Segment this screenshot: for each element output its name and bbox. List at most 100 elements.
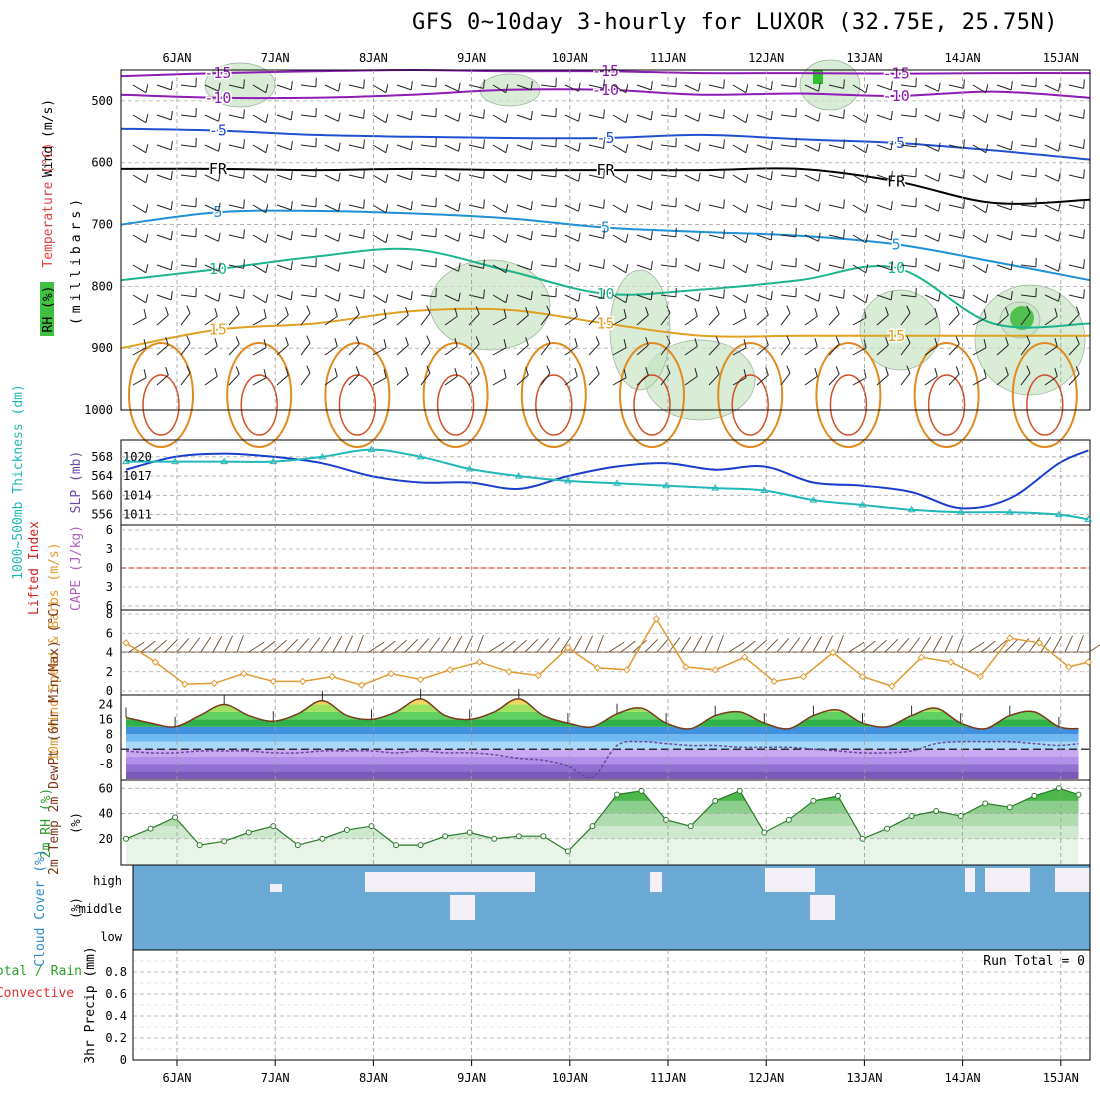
wind-barb — [540, 144, 556, 148]
wind-barb — [348, 174, 364, 179]
wind-barb-flag — [410, 290, 413, 300]
wind-barb — [636, 114, 652, 121]
surface-wind-barb — [248, 641, 265, 653]
rh-tick-label: 60 — [99, 781, 113, 795]
wind-barb — [204, 315, 218, 326]
precip-tick-label: 0.4 — [105, 1009, 127, 1023]
wind-barb-flag — [385, 234, 389, 243]
wind-barb — [1068, 343, 1080, 356]
surface-wind-barb — [1028, 637, 1041, 653]
wind-barb — [180, 114, 196, 118]
wind-barb — [684, 144, 699, 152]
wind-barb-flag — [865, 204, 869, 213]
wind-barb — [684, 294, 699, 302]
wind-barb — [492, 264, 507, 274]
wind-barb-flag — [1010, 110, 1013, 120]
wind-barb-flag — [963, 139, 965, 149]
rh-marker — [466, 829, 473, 836]
wind-barb — [660, 204, 676, 208]
isotherm-5 — [120, 209, 1091, 282]
wind-barb-flag — [985, 174, 989, 183]
wind-barb-flag — [595, 366, 600, 375]
wind-barb — [132, 204, 147, 214]
wind-barb — [420, 204, 436, 208]
wind-barb — [1068, 84, 1084, 89]
wind-barb-flag — [955, 366, 960, 375]
temp-tick-label: 16 — [99, 712, 113, 726]
date-label-top: 10JAN — [552, 51, 588, 65]
wind-barb — [492, 377, 507, 386]
wind-barb — [924, 204, 939, 212]
wind-barb — [948, 264, 964, 269]
wind-barb-flag — [890, 260, 893, 270]
wind-barb — [444, 204, 459, 212]
rh-marker — [736, 787, 743, 794]
wind-barb-flag — [290, 80, 293, 90]
wind-barb — [564, 144, 579, 152]
wind-barb-flag — [218, 202, 221, 212]
rh-band — [126, 800, 1079, 814]
wind-barb — [1020, 342, 1031, 356]
wind-barb — [996, 234, 1012, 241]
wind-barb-flag — [243, 229, 245, 239]
wind-barb-flag — [963, 169, 965, 179]
wind-barb-flag — [645, 367, 649, 376]
surface-wind-barb — [980, 640, 996, 653]
thickness-marker — [1055, 510, 1063, 518]
wind-barb-flag — [265, 264, 269, 273]
thickness-marker — [1084, 515, 1093, 522]
surface-wind-barb — [704, 635, 714, 653]
isotherm-label: -15 — [883, 65, 910, 83]
wind-barb-flag — [745, 294, 749, 303]
wind-barb — [564, 84, 579, 92]
wind-barb-flag — [985, 114, 989, 123]
wind-barb-flag — [1005, 337, 1009, 346]
wind-barb — [1020, 174, 1036, 178]
thickness-marker — [220, 457, 229, 465]
wind-barb-flag — [363, 289, 365, 299]
wind-barb — [420, 234, 436, 238]
precip-tick-label: 0.8 — [105, 965, 127, 979]
wind-barb-flag — [458, 232, 461, 242]
wind-barb — [276, 264, 292, 271]
wind-barb — [180, 294, 196, 298]
wind-barb-flag — [1054, 338, 1058, 347]
surface-wind-barb — [296, 638, 310, 653]
wind-barb — [636, 174, 652, 181]
wind-barb-flag — [363, 229, 365, 239]
wind-barb — [660, 144, 676, 148]
wind-barb — [828, 84, 844, 89]
wind-barb — [708, 114, 724, 119]
date-label-bottom: 11JAN — [650, 1071, 686, 1085]
wind-barb — [324, 204, 339, 212]
wind-barb-flag — [818, 292, 821, 302]
wind-barb — [228, 174, 244, 179]
wind-barb-flag — [574, 368, 578, 377]
wind-barb-flag — [698, 142, 701, 152]
wind-barb-flag — [355, 366, 360, 375]
wind-barb-flag — [363, 79, 365, 89]
slp-tick-label: 1017 — [123, 469, 152, 483]
wind-barb — [996, 314, 1009, 326]
ylabel-rh: RH (%) — [41, 286, 56, 333]
wind-barb — [612, 144, 627, 154]
surface-wind-barb — [644, 638, 659, 653]
wind-barb-flag — [405, 307, 409, 316]
wind-barb — [996, 294, 1012, 301]
wind-barb — [1020, 264, 1036, 268]
warm-contour — [1026, 374, 1064, 436]
wind-barb-flag — [650, 260, 653, 270]
wind-speed-marker — [1065, 663, 1073, 671]
wind-barb-flag — [285, 307, 289, 316]
wind-barb-flag — [385, 84, 389, 93]
surface-wind-barb — [560, 636, 572, 653]
rh-marker — [687, 823, 694, 830]
wind-barb — [972, 347, 987, 356]
temp-band — [126, 749, 1079, 757]
wind-barb-flag — [578, 142, 581, 152]
wind-barb — [780, 84, 796, 88]
thickness-tick-label: 564 — [91, 469, 113, 483]
wind-barb — [180, 372, 191, 386]
wind-barb-flag — [306, 305, 311, 314]
wind-barb-flag — [885, 337, 889, 346]
